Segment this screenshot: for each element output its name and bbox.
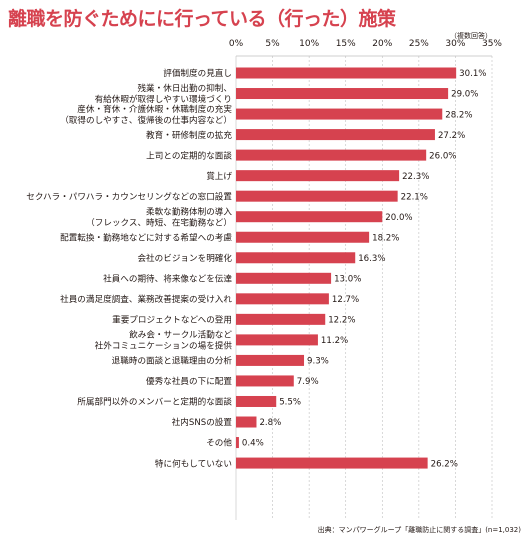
value-label: 18.2% [372,233,399,243]
bar [236,334,318,346]
value-label: 22.1% [401,192,428,202]
multiple-answer-note: （複数回答） [450,32,492,40]
category-label: 産休・育休・介護休暇・休職制度の充実 [77,103,232,115]
bar [236,231,370,243]
category-label: 社員への期待、将来像などを伝達 [103,273,232,285]
value-label: 27.2% [438,131,465,141]
category-label: 退職時の面談と退職理由の分析 [112,355,233,367]
bar [236,457,428,469]
category-label: （フレックス、時短、在宅勤務など） [86,216,232,228]
gridlines [235,55,493,520]
x-axis-ticks: 0% 5% 10% 15% 20% 25% 30% 35% [229,39,503,49]
category-labels: 評価制度の見直し残業・休日出勤の抑制、有給休暇が取得しやすい環境づくり産休・育休… [26,67,232,469]
source-note: 出典：マンパワーグループ「離職防止に関する調査」(n=1,032) [317,526,521,534]
category-label: 特に何もしていない [155,457,232,469]
category-label: 会社のビジョンを明確化 [137,252,232,264]
value-label: 0.4% [242,439,264,449]
value-label: 2.8% [259,418,281,428]
value-label: 20.0% [385,213,412,223]
bar [236,416,257,428]
x-tick-label: 0% [229,39,244,49]
value-label: 11.2% [321,336,348,346]
x-tick-label: 25% [409,39,429,49]
value-label: 7.9% [297,377,319,387]
bar [236,375,294,387]
value-label: 13.0% [334,275,361,285]
value-label: 28.2% [445,110,472,120]
value-label: 16.3% [358,254,385,264]
category-label: 飲み会・サークル活動など [129,329,232,341]
value-label: 12.2% [328,316,355,326]
chart-title: 離職を防ぐためにに行っている（行った）施策 [8,8,396,30]
bar [236,354,305,366]
bar [236,293,329,305]
category-label: 有給休暇が取得しやすい環境づくり [95,93,232,105]
value-label: 9.3% [307,357,329,367]
value-labels: 30.1% 29.0% 28.2% 27.2% 26.0% 22.3% 22.1% 20.0%… [242,69,487,469]
category-label: 所属部門以外のメンバーと定期的な面談 [77,396,232,408]
value-label: 26.2% [431,459,458,469]
x-tick-label: 10% [299,39,319,49]
value-label: 29.0% [451,90,478,100]
bar [236,108,443,120]
value-label: 5.5% [279,398,301,408]
bar [236,149,427,161]
value-label: 30.1% [459,69,486,79]
category-label: 評価制度の見直し [163,67,232,79]
bar [236,190,398,202]
category-label: 社員の満足度調査、業務改善提案の受け入れ [60,293,232,305]
bar [236,170,400,182]
bar [236,88,449,100]
x-tick-label: 5% [265,39,280,49]
bar [236,67,457,79]
category-label: 柔軟な勤務体制の導入 [146,205,232,217]
category-label: その他 [206,437,232,449]
category-label: 賞上げ [206,170,232,182]
value-label: 22.3% [402,172,429,182]
x-tick-label: 30% [445,39,465,49]
value-label: 26.0% [429,151,456,161]
bar [236,395,277,407]
category-label: 社内SNSの設置 [172,416,233,428]
category-label: 残業・休日出勤の抑制、 [137,82,232,94]
category-label: 社外コミュニケーションの場を提供 [95,340,233,352]
category-label: セクハラ・パワハラ・カウンセリングなどの窓口設置 [26,190,232,202]
category-label: 優秀な社員の下に配置 [146,375,232,387]
bar [236,252,356,264]
bar [236,313,326,325]
value-label: 12.7% [332,295,359,305]
bar [236,211,383,223]
bars [236,67,457,469]
category-label: 上司との定期的な面談 [146,149,232,161]
x-tick-label: 35% [482,39,502,49]
bar [236,437,239,449]
category-label: （取得のしやすさ、復帰後の仕事内容など） [60,114,232,126]
bar [236,272,332,284]
category-label: 配置転換・勤務地などに対する希望への考慮 [60,231,232,243]
x-tick-label: 20% [372,39,392,49]
x-tick-label: 15% [336,39,356,49]
bar [236,129,435,141]
category-label: 重要プロジェクトなどへの登用 [112,314,232,326]
category-label: 教育・研修制度の拡充 [146,129,232,141]
